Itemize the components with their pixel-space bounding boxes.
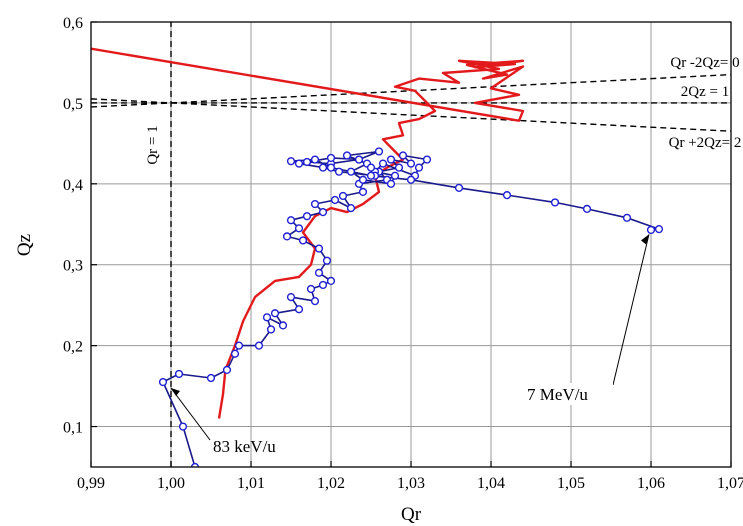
blue-data-point	[286, 216, 296, 225]
blue-data-point	[422, 155, 432, 164]
blue-data-point	[406, 159, 416, 168]
blue-data-point	[398, 151, 408, 160]
red-trajectory-line	[91, 47, 525, 419]
blue-data-point	[454, 183, 464, 192]
blue-data-point	[582, 204, 592, 214]
blue-data-point	[386, 155, 396, 164]
y-axis-label: Qz	[14, 234, 35, 256]
blue-data-point	[358, 187, 368, 197]
blue-data-point	[178, 422, 188, 431]
blue-data-point	[306, 284, 316, 294]
blue-data-point	[310, 297, 320, 306]
axis-ticks: 0,99 1,00 1,01 1,02 1,03 1,04 1,05 1,06 1,07 0,1 0…	[63, 15, 743, 492]
blue-data-point	[270, 309, 280, 318]
blue-data-point	[302, 157, 312, 167]
blue-data-point	[374, 147, 384, 156]
blue-data-point	[386, 179, 396, 188]
blue-data-point	[346, 167, 356, 176]
blue-data-point	[314, 244, 324, 253]
blue-data-point	[414, 163, 424, 172]
blue-data-point	[294, 159, 304, 168]
annotations: Qr -2Qz= 0 2Qz = 1 Qr +2Qz= 2 Qr = 1 83 keV/…	[145, 55, 741, 456]
blue-data-point	[222, 365, 232, 375]
blue-data-point	[278, 321, 288, 330]
blue-data-point	[366, 171, 376, 180]
blue-data-point	[550, 198, 560, 207]
y-tick-label: 0,4	[63, 177, 83, 194]
blue-data-point	[346, 203, 356, 213]
blue-data-point	[262, 313, 272, 322]
blue-data-point	[266, 325, 276, 334]
blue-data-point	[342, 151, 352, 160]
blue-data-point	[622, 213, 632, 222]
x-tick-label: 1,02	[317, 475, 345, 492]
y-tick-label: 0,3	[63, 258, 83, 275]
y-tick-label: 0,5	[63, 96, 83, 113]
data-series	[91, 47, 664, 467]
blue-data-point	[326, 276, 336, 286]
blue-data-point	[646, 225, 656, 235]
blue-data-point	[310, 155, 320, 164]
x-tick-label: 1,01	[237, 475, 265, 492]
blue-data-point	[158, 377, 168, 387]
blue-data-point	[294, 305, 304, 314]
annotation-arrow	[170, 387, 211, 441]
blue-data-point	[406, 175, 416, 184]
resonance-label: Qr = 1	[145, 125, 161, 164]
x-tick-label: 1,07	[717, 475, 743, 492]
blue-data-point	[502, 191, 512, 200]
blue-data-point	[302, 212, 312, 221]
blue-data-point	[286, 292, 296, 302]
blue-data-point	[310, 199, 320, 209]
resonance-line	[91, 98, 731, 132]
blue-data-point	[654, 225, 664, 234]
y-tick-label: 0,1	[63, 420, 83, 437]
y-tick-label: 0,2	[63, 339, 83, 356]
blue-data-point	[330, 195, 340, 205]
blue-data-point	[318, 208, 328, 217]
blue-data-point	[366, 163, 376, 172]
annotation-arrowhead	[641, 234, 649, 245]
blue-data-point	[314, 268, 324, 277]
resonance-label: Qr -2Qz= 0	[670, 55, 739, 71]
blue-data-point	[294, 224, 304, 233]
blue-data-point	[318, 280, 328, 290]
blue-data-point	[254, 341, 264, 350]
blue-data-point	[174, 369, 184, 379]
blue-data-point	[394, 163, 404, 172]
x-tick-label: 0,99	[77, 475, 105, 492]
blue-data-point	[230, 349, 240, 358]
blue-data-point	[298, 236, 308, 245]
blue-data-point	[334, 167, 344, 176]
y-tick-label: 0,6	[63, 15, 83, 32]
blue-data-point	[354, 155, 364, 164]
blue-data-point	[322, 256, 332, 265]
blue-data-point	[318, 163, 328, 172]
x-tick-label: 1,05	[557, 475, 585, 492]
annotation-label-bg	[521, 383, 613, 405]
resonance-label: Qr +2Qz= 2	[669, 135, 742, 151]
annotation-arrowhead	[171, 388, 180, 397]
annotation-label: 7 MeV/u	[527, 385, 588, 404]
blue-data-point	[358, 175, 368, 184]
x-axis-label: Qr	[401, 504, 422, 525]
blue-data-point	[286, 157, 296, 166]
x-tick-label: 1,03	[397, 475, 425, 492]
blue-data-point	[206, 373, 216, 383]
blue-data-point	[390, 171, 400, 180]
annotation-label: 83 keV/u	[213, 437, 276, 456]
x-tick-label: 1,04	[477, 475, 505, 492]
blue-data-point	[234, 341, 244, 350]
resonance-label: 2Qz = 1	[681, 84, 729, 100]
blue-data-point	[338, 191, 348, 201]
blue-data-point	[326, 153, 336, 163]
x-tick-label: 1,06	[637, 475, 665, 492]
blue-data-point	[326, 163, 336, 172]
x-tick-label: 1,00	[157, 475, 185, 492]
blue-data-point	[282, 232, 292, 241]
blue-data-point	[378, 159, 388, 168]
annotation-arrow	[612, 234, 650, 386]
blue-data-point	[190, 462, 200, 467]
